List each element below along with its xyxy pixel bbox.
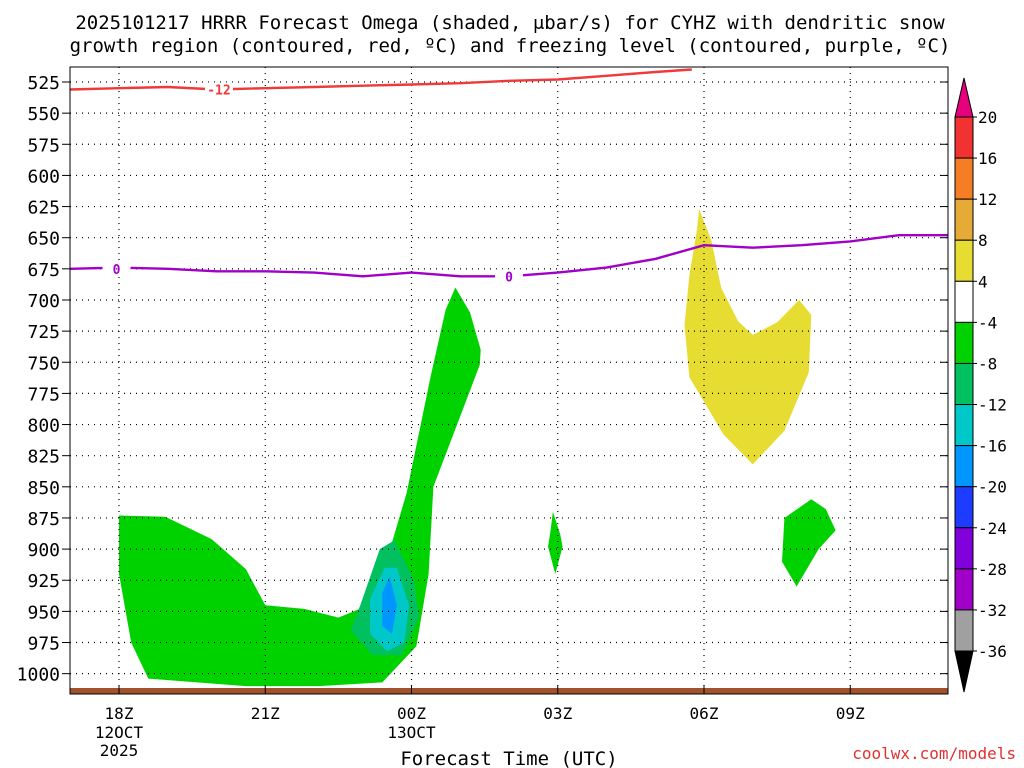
temperature-contours: -12 0 0 bbox=[70, 68, 948, 285]
colorbar-label: 8 bbox=[978, 231, 988, 250]
y-tick-label: 600 bbox=[27, 166, 60, 187]
colorbar-swatch bbox=[954, 157, 974, 200]
colorbar-label: -8 bbox=[978, 354, 997, 373]
y-tick-label: 975 bbox=[27, 634, 60, 655]
colorbar-label: -12 bbox=[978, 396, 1007, 415]
colorbar-swatch bbox=[954, 486, 974, 529]
y-tick-label: 875 bbox=[27, 509, 60, 530]
colorbar-swatch bbox=[954, 362, 974, 406]
plot-grid bbox=[70, 67, 948, 694]
colorbar-top-arrow bbox=[954, 77, 974, 118]
x-tick-year: 2025 bbox=[100, 741, 139, 760]
colorbar-bottom-arrow bbox=[954, 650, 974, 693]
y-tick-label: 675 bbox=[27, 260, 60, 281]
contour-label-0-0: -12 bbox=[207, 83, 230, 98]
colorbar-label: 20 bbox=[978, 108, 997, 127]
colorbar-label: -32 bbox=[978, 601, 1007, 620]
pressure-axis: 525 550 575 600 625 650 675 700 725 750 775 800 825 8… bbox=[17, 73, 948, 686]
y-tick-label: 625 bbox=[27, 198, 60, 219]
y-tick-label: 750 bbox=[27, 353, 60, 374]
y-tick-label: 525 bbox=[27, 73, 60, 94]
colorbar-label: -20 bbox=[978, 478, 1007, 497]
contour-label-bg bbox=[204, 82, 233, 97]
omega-colorbar: 20 16 12 8 4 -4 -8 -12 -16 -20 -24 -28 -32 -36 bbox=[954, 77, 1007, 693]
plot-frame bbox=[69, 66, 949, 695]
ground-surface-bar bbox=[70, 688, 948, 694]
x-tick-label: 00Z bbox=[397, 704, 426, 723]
y-tick-label: 575 bbox=[27, 135, 60, 156]
chart-title-line-1: 2025101217 HRRR Forecast Omega (shaded, … bbox=[75, 12, 945, 34]
contour-label-1-0: 0 bbox=[113, 263, 121, 278]
contour-label-bg bbox=[102, 261, 131, 276]
omega-region-3 bbox=[382, 576, 397, 634]
contour-line-1 bbox=[70, 233, 948, 278]
colorbar-swatch bbox=[954, 239, 974, 282]
x-tick-label: 09Z bbox=[836, 704, 865, 723]
colorbar-swatch bbox=[954, 280, 974, 323]
x-axis-label: Forecast Time (UTC) bbox=[400, 748, 617, 768]
x-tick-label: 18Z bbox=[105, 704, 134, 723]
x-tick-date: 13OCT bbox=[387, 723, 436, 742]
x-tick-label: 03Z bbox=[543, 704, 572, 723]
colorbar-label: 4 bbox=[978, 272, 988, 291]
y-tick-label: 850 bbox=[27, 478, 60, 499]
y-tick-label: 800 bbox=[27, 416, 60, 437]
y-tick-label: 725 bbox=[27, 322, 60, 343]
x-tick-label: 21Z bbox=[251, 704, 280, 723]
colorbar-swatch bbox=[954, 609, 974, 652]
watermark: coolwx.com/models bbox=[852, 744, 1016, 763]
y-tick-label: 950 bbox=[27, 602, 60, 623]
colorbar-swatch bbox=[954, 198, 974, 241]
y-tick-label: 1000 bbox=[17, 665, 60, 686]
colorbar-label: 16 bbox=[978, 149, 997, 168]
omega-region-5 bbox=[782, 499, 836, 587]
colorbar-label: -16 bbox=[978, 437, 1007, 456]
y-tick-label: 550 bbox=[27, 104, 60, 125]
contour-label-bg bbox=[495, 269, 523, 284]
omega-shading bbox=[119, 209, 836, 687]
contour-label-1-1: 0 bbox=[505, 270, 513, 285]
chart-title-line-2: growth region (contoured, red, ºC) and f… bbox=[70, 35, 951, 57]
colorbar-swatch bbox=[954, 527, 974, 570]
colorbar-swatch bbox=[954, 568, 974, 611]
x-tick-label: 06Z bbox=[690, 704, 719, 723]
colorbar-label: 12 bbox=[978, 190, 997, 209]
contour-line-0 bbox=[70, 68, 692, 91]
omega-region-7 bbox=[684, 209, 812, 465]
y-tick-label: 925 bbox=[27, 571, 60, 592]
colorbar-label: -24 bbox=[978, 519, 1007, 538]
colorbar-label: -36 bbox=[978, 642, 1007, 661]
x-tick-date: 12OCT bbox=[95, 723, 144, 742]
colorbar-label: -28 bbox=[978, 560, 1007, 579]
y-tick-label: 900 bbox=[27, 540, 60, 561]
colorbar-swatch bbox=[954, 116, 974, 159]
omega-region-4 bbox=[548, 511, 563, 574]
omega-region-0 bbox=[119, 287, 481, 687]
colorbar-swatch bbox=[954, 445, 974, 488]
colorbar-swatch bbox=[954, 321, 974, 364]
y-tick-label: 775 bbox=[27, 384, 60, 405]
colorbar-label: -4 bbox=[978, 313, 997, 332]
y-tick-label: 650 bbox=[27, 229, 60, 250]
y-tick-label: 825 bbox=[27, 447, 60, 468]
y-tick-label: 700 bbox=[27, 291, 60, 312]
colorbar-swatch bbox=[954, 404, 974, 447]
